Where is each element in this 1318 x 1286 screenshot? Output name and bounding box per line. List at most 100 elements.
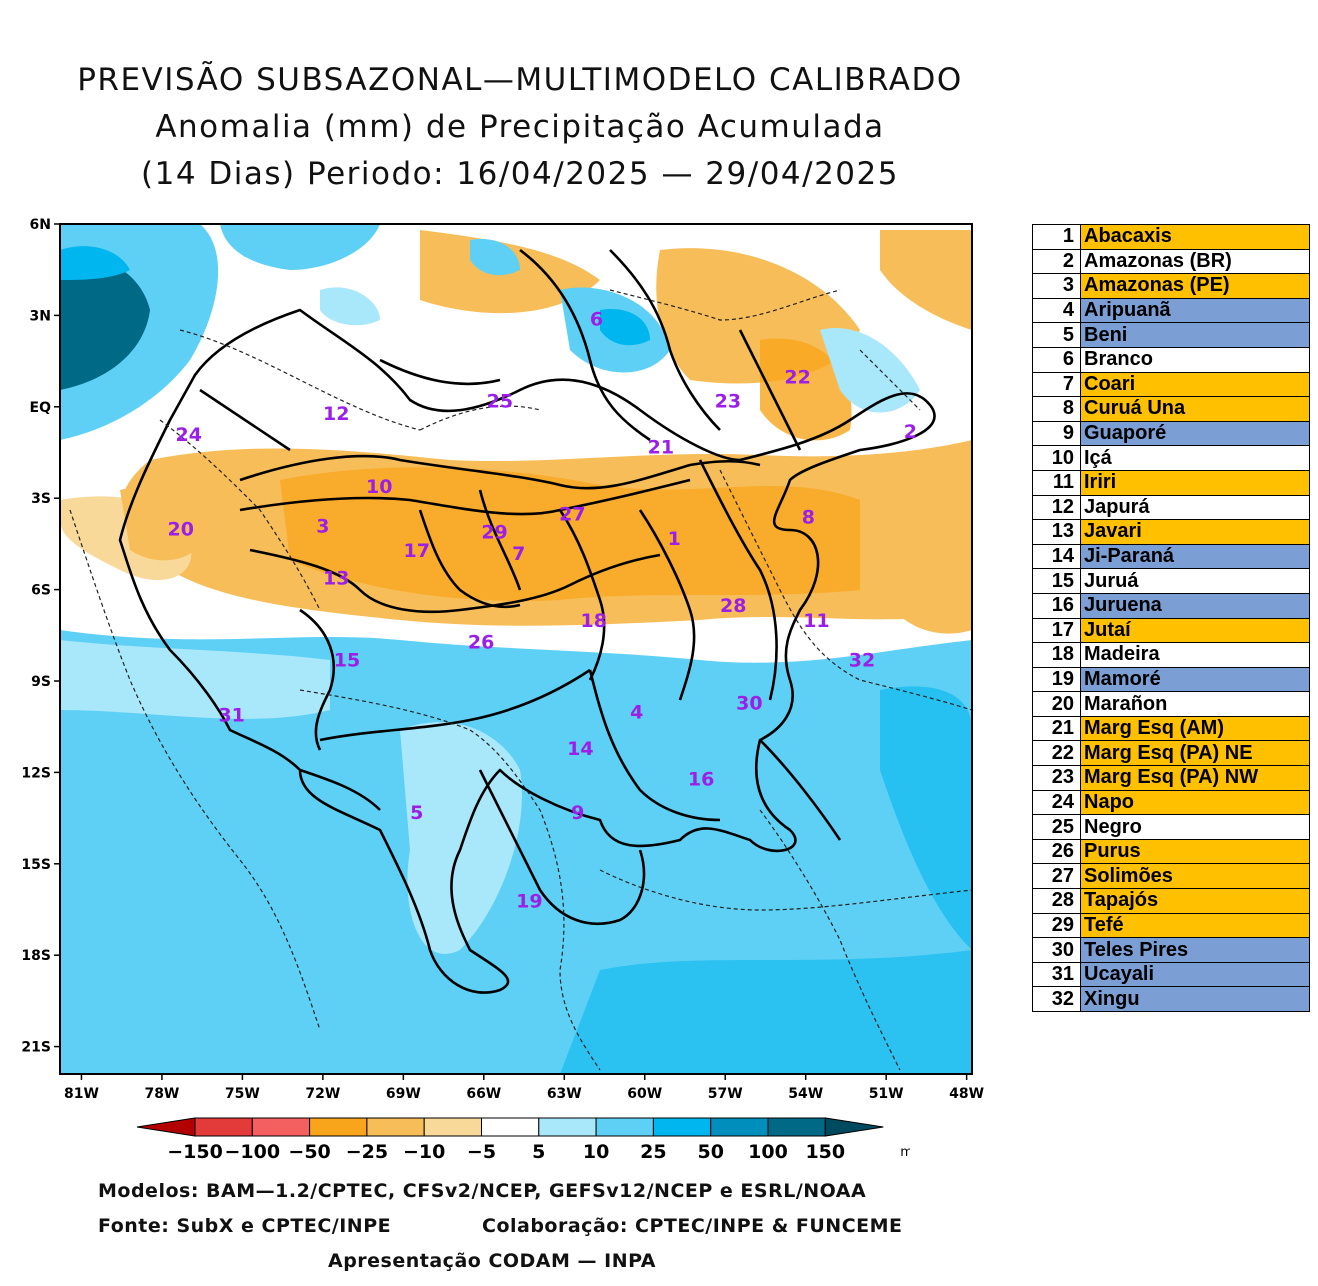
legend-basin-name: Juruena xyxy=(1080,592,1310,619)
legend-row: 17 Jutaí xyxy=(1032,617,1310,644)
colorbar-box xyxy=(595,1117,654,1137)
legend-row: 20 Marañon xyxy=(1032,691,1310,717)
legend-number: 12 xyxy=(1032,494,1081,521)
legend-basin-name: Coari xyxy=(1080,371,1310,398)
legend-row: 31 Ucayali xyxy=(1032,961,1310,988)
colorbar-box xyxy=(194,1117,253,1137)
basin-label-15: 15 xyxy=(334,650,360,672)
legend-row: 16 Juruena xyxy=(1032,592,1310,619)
colorbar-box xyxy=(767,1117,826,1137)
map-frame xyxy=(59,223,973,1075)
basin-label-18: 18 xyxy=(581,610,607,632)
legend-number: 6 xyxy=(1032,346,1081,373)
legend-row: 8 Curuá Una xyxy=(1032,396,1310,422)
colorbar-box xyxy=(481,1117,540,1137)
legend-row: 32 Xingu xyxy=(1032,986,1310,1012)
colorbar-unit: mm xyxy=(900,1145,910,1160)
legend-basin-name: Guaporé xyxy=(1080,420,1310,447)
precipitation-map: 6N 3N EQ 3S 6S 9S 12S 15S 18S 21S 81W 78W 75W 72W 69W 6… xyxy=(21,217,984,1102)
legend-basin-name: Purus xyxy=(1080,838,1310,865)
legend-number: 29 xyxy=(1032,912,1081,939)
legend-number: 10 xyxy=(1032,445,1081,471)
basin-label-20: 20 xyxy=(167,519,193,541)
map-axes: 6N 3N EQ 3S 6S 9S 12S 15S 18S 21S 81W 78W 75W 72W 69W 6… xyxy=(21,217,984,1102)
legend-number: 30 xyxy=(1032,937,1081,963)
basin-label-5: 5 xyxy=(410,802,423,824)
colorbar-min-arrow xyxy=(136,1117,196,1137)
basin-label-4: 4 xyxy=(630,701,643,723)
lon-label: 54W xyxy=(788,1086,823,1102)
legend-number: 23 xyxy=(1032,765,1081,791)
legend-basin-name: Marg Esq (PA) NW xyxy=(1080,765,1310,791)
legend-basin-name: Tapajós xyxy=(1080,888,1310,914)
colorbar-tick-label: 25 xyxy=(640,1141,666,1163)
lon-label: 48W xyxy=(949,1086,984,1102)
colorbar-tick-label: −10 xyxy=(403,1141,445,1163)
legend-number: 15 xyxy=(1032,568,1081,594)
legend-number: 21 xyxy=(1032,715,1081,742)
colorbar-box xyxy=(538,1117,597,1137)
basin-label-24: 24 xyxy=(176,424,202,446)
legend-basin-name: Javari xyxy=(1080,519,1310,545)
title-line-3: (14 Dias) Periodo: 16/04/2025 — 29/04/20… xyxy=(141,156,899,192)
colorbar-tick-label: 5 xyxy=(532,1141,545,1163)
legend-basin-name: Abacaxis xyxy=(1080,224,1310,250)
lat-label: 6S xyxy=(31,583,51,599)
basin-label-28: 28 xyxy=(720,595,746,617)
legend-number: 22 xyxy=(1032,740,1081,767)
lon-label: 72W xyxy=(305,1086,340,1102)
colorbar-tick-label: −5 xyxy=(467,1141,496,1163)
legend-row: 27 Solimões xyxy=(1032,863,1310,890)
basin-label-11: 11 xyxy=(803,610,829,632)
legend-row: 26 Purus xyxy=(1032,838,1310,865)
legend-number: 32 xyxy=(1032,986,1081,1012)
lon-label: 57W xyxy=(708,1086,743,1102)
colorbar-tick-label: −50 xyxy=(288,1141,330,1163)
colorbar-tick-label: −25 xyxy=(346,1141,388,1163)
credit-source: Fonte: SubX e CPTEC/INPE xyxy=(98,1215,392,1237)
legend-number: 13 xyxy=(1032,519,1081,545)
basin-label-29: 29 xyxy=(481,522,507,544)
legend-basin-name: Iriri xyxy=(1080,469,1310,496)
basin-outlines xyxy=(118,248,936,994)
legend-basin-name: Madeira xyxy=(1080,642,1310,668)
legend-row: 11 Iriri xyxy=(1032,469,1310,496)
basin-label-16: 16 xyxy=(688,768,714,790)
legend-number: 14 xyxy=(1032,543,1081,570)
basin-label-21: 21 xyxy=(648,436,674,458)
legend-number: 11 xyxy=(1032,469,1081,496)
legend-row: 14 Ji-Paraná xyxy=(1032,543,1310,570)
legend-basin-name: Solimões xyxy=(1080,863,1310,890)
legend-number: 1 xyxy=(1032,224,1081,250)
legend-basin-name: Tefé xyxy=(1080,912,1310,939)
legend-basin-name: Curuá Una xyxy=(1080,396,1310,422)
colorbar-box xyxy=(652,1117,712,1137)
basin-label-14: 14 xyxy=(567,738,593,760)
colorbar: −150−100 −50 −25 −10 −5 5 10 25 50 100 150 mm xyxy=(136,1117,910,1163)
title-line-1: PREVISÃO SUBSAZONAL—MULTIMODELO CALIBRAD… xyxy=(77,62,963,98)
legend-row: 28 Tapajós xyxy=(1032,888,1310,914)
lon-label: 60W xyxy=(627,1086,662,1102)
basin-label-6: 6 xyxy=(590,308,603,330)
legend-number: 17 xyxy=(1032,617,1081,644)
basin-label-3: 3 xyxy=(316,516,329,538)
legend-row: 7 Coari xyxy=(1032,371,1310,398)
legend-number: 31 xyxy=(1032,961,1081,988)
legend-row: 21 Marg Esq (AM) xyxy=(1032,715,1310,742)
legend-row: 5 Beni xyxy=(1032,322,1310,348)
lat-label: 9S xyxy=(31,674,51,690)
legend-number: 20 xyxy=(1032,691,1081,717)
lat-label: 12S xyxy=(21,765,51,781)
lon-label: 69W xyxy=(386,1086,421,1102)
basin-label-12: 12 xyxy=(323,403,349,425)
legend-row: 9 Guaporé xyxy=(1032,420,1310,447)
basin-label-2: 2 xyxy=(904,421,917,443)
lat-label: EQ xyxy=(30,400,52,416)
legend-row: 19 Mamoré xyxy=(1032,666,1310,693)
lat-label: 3S xyxy=(31,491,51,507)
legend-row: 29 Tefé xyxy=(1032,912,1310,939)
legend-number: 3 xyxy=(1032,273,1081,299)
basin-label-31: 31 xyxy=(218,705,244,727)
legend-number: 19 xyxy=(1032,666,1081,693)
lon-label: 81W xyxy=(64,1086,99,1102)
